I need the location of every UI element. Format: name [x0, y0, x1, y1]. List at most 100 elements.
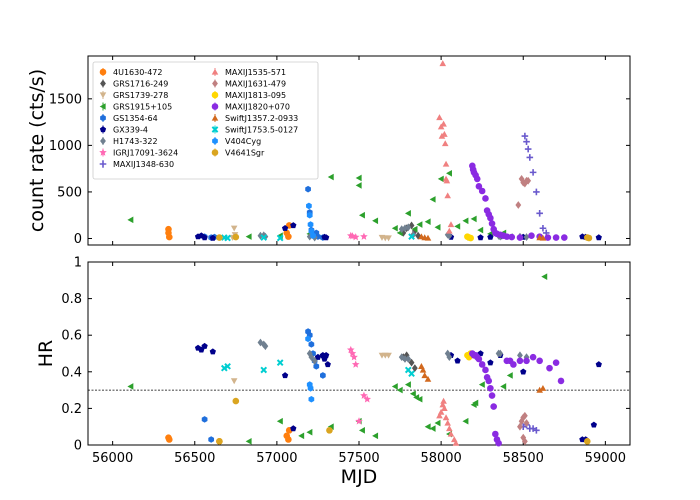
- legend-label: MAXIJ1631-479: [225, 80, 286, 89]
- data-point: [541, 273, 548, 280]
- data-point: [245, 438, 252, 445]
- data-point: [166, 233, 173, 241]
- data-point: [523, 138, 530, 145]
- data-point: [220, 364, 228, 372]
- top-series: [216, 233, 593, 242]
- data-point: [436, 114, 443, 121]
- data-point: [276, 417, 283, 425]
- bottom-series: [165, 427, 293, 445]
- data-point: [324, 361, 331, 368]
- legend-marker: [211, 114, 219, 121]
- legend-entry: V404Cyg: [212, 137, 261, 146]
- data-point: [166, 436, 173, 443]
- data-point: [444, 419, 451, 426]
- data-point: [441, 140, 449, 147]
- bottom-xtick-label: 56000: [92, 451, 133, 466]
- data-point: [441, 130, 448, 137]
- top-series: [306, 202, 316, 239]
- data-point: [452, 439, 460, 446]
- data-point: [487, 384, 494, 392]
- data-point: [520, 368, 527, 375]
- data-point: [557, 377, 565, 385]
- data-point: [307, 384, 314, 392]
- data-point: [260, 234, 268, 241]
- data-point: [447, 221, 455, 228]
- bottom-series: [436, 397, 460, 446]
- legend-marker: [100, 137, 106, 145]
- data-point: [355, 174, 362, 182]
- data-point: [320, 372, 326, 379]
- legend-label: GRS1716-249: [113, 80, 168, 89]
- legend-marker: [211, 91, 219, 99]
- legend-label: IGRJ17091-3624: [113, 149, 178, 158]
- top-ytick-label: 1500: [49, 92, 82, 107]
- legend-marker: [99, 148, 107, 156]
- legend-label: SwiftJ1753.5-0127: [225, 126, 298, 135]
- legend-entry: GRS1739-278: [99, 91, 168, 100]
- data-point: [232, 233, 240, 241]
- legend-entry: MAXIJ1348-630: [99, 160, 174, 169]
- data-point: [276, 234, 284, 242]
- legend-marker: [211, 149, 219, 156]
- bottom-ytick-label: 0: [74, 439, 82, 454]
- legend-entry: 4U1630-472: [99, 68, 162, 77]
- data-point: [442, 414, 450, 421]
- top-ytick-label: 500: [57, 185, 82, 200]
- data-point: [419, 366, 427, 373]
- data-point: [308, 341, 315, 348]
- data-point: [552, 359, 560, 366]
- data-point: [544, 234, 552, 241]
- data-point: [260, 366, 268, 374]
- bottom-series: [469, 350, 565, 447]
- data-point: [308, 395, 315, 403]
- data-point: [506, 372, 513, 379]
- data-point: [529, 353, 537, 361]
- data-point: [416, 221, 423, 228]
- data-point: [281, 224, 289, 231]
- data-point: [503, 233, 511, 240]
- data-point: [487, 233, 494, 240]
- top-series: [469, 162, 568, 241]
- top-series: [220, 233, 415, 242]
- legend-entry: H1743-322: [100, 137, 158, 146]
- data-point: [546, 364, 553, 372]
- data-point: [475, 355, 483, 363]
- bottom-series: [216, 397, 591, 445]
- data-point: [372, 432, 379, 440]
- legend-entry: SwiftJ1753.5-0127: [211, 125, 298, 135]
- data-point: [323, 352, 330, 358]
- data-point: [487, 214, 494, 222]
- data-point: [475, 183, 483, 190]
- data-point: [403, 351, 410, 360]
- data-point: [421, 372, 428, 379]
- data-point: [472, 399, 479, 407]
- bottom-series: [257, 338, 530, 365]
- data-point: [478, 187, 486, 195]
- top-series: [400, 221, 422, 240]
- data-point: [429, 425, 436, 432]
- data-point: [305, 335, 311, 343]
- data-point: [209, 348, 216, 355]
- data-point: [404, 366, 412, 374]
- data-point: [396, 386, 403, 394]
- data-point: [424, 234, 432, 241]
- data-point: [585, 234, 593, 242]
- data-point: [590, 421, 598, 428]
- data-point: [257, 231, 264, 240]
- data-point: [424, 218, 431, 226]
- data-point: [327, 173, 334, 181]
- data-point: [355, 182, 362, 189]
- data-point: [446, 353, 453, 362]
- data-point: [454, 357, 461, 364]
- data-point: [285, 233, 292, 240]
- legend-marker: [212, 137, 218, 145]
- data-point: [533, 427, 540, 434]
- data-point: [440, 397, 447, 404]
- data-point: [523, 419, 530, 427]
- legend-entry: GRS1915+105: [99, 102, 172, 112]
- data-point: [487, 359, 494, 366]
- data-point: [298, 432, 305, 440]
- data-point: [583, 438, 591, 445]
- legend-entry: MAXIJ1820+070: [211, 102, 290, 112]
